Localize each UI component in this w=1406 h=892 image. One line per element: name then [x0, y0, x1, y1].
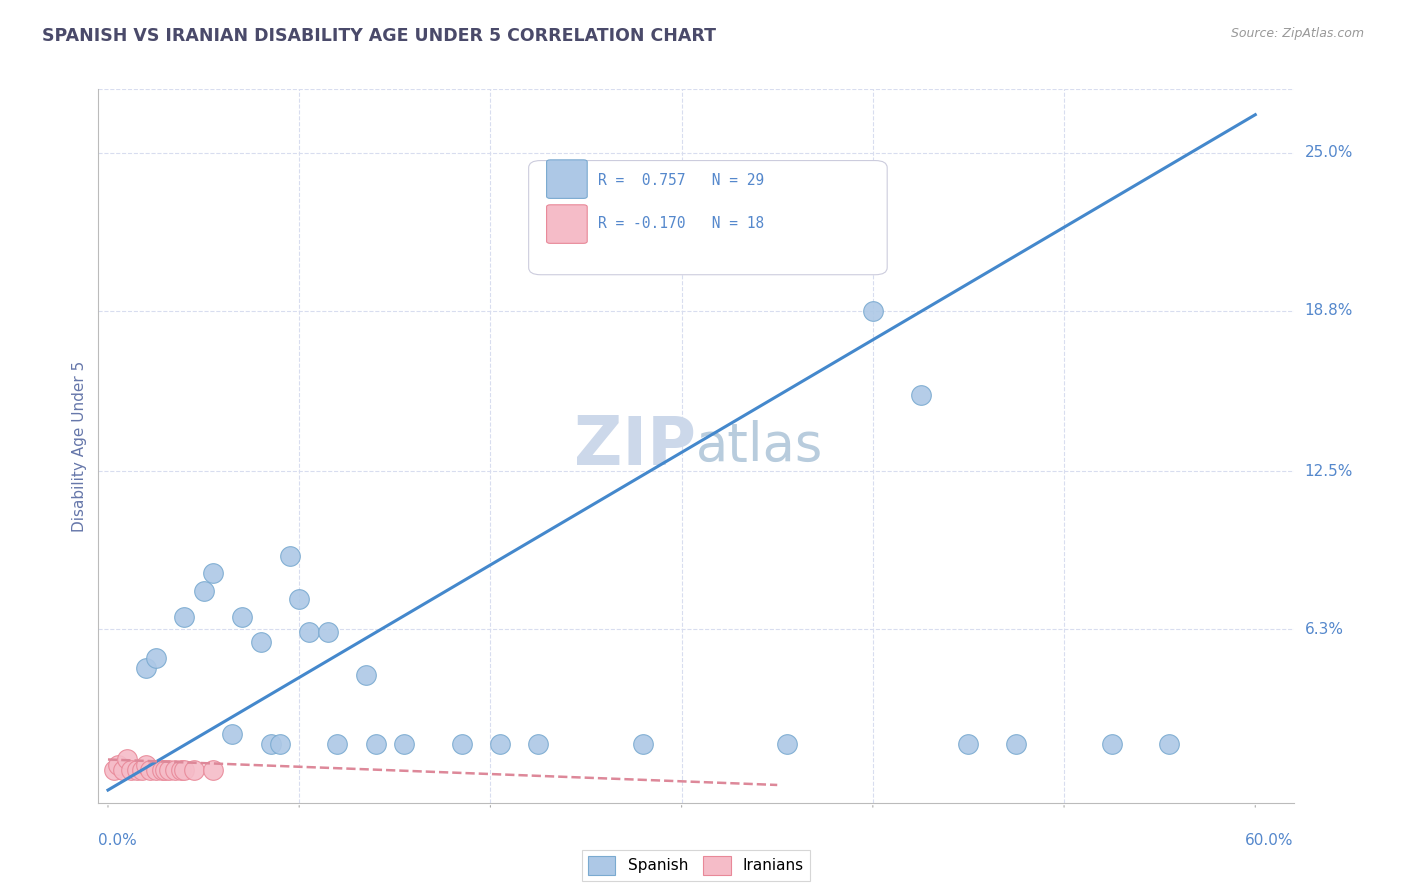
Point [1159, 737, 1181, 751]
Point [364, 737, 387, 751]
FancyBboxPatch shape [547, 160, 588, 198]
Point [269, 737, 291, 751]
Legend: Spanish, Iranians: Spanish, Iranians [582, 850, 810, 880]
Point [288, 591, 311, 606]
Point [633, 737, 655, 751]
Point [131, 763, 153, 777]
Point [221, 727, 243, 741]
Point [250, 635, 273, 649]
FancyBboxPatch shape [529, 161, 887, 275]
Point [231, 609, 253, 624]
Text: SPANISH VS IRANIAN DISABILITY AGE UNDER 5 CORRELATION CHART: SPANISH VS IRANIAN DISABILITY AGE UNDER … [42, 27, 716, 45]
Point [112, 763, 135, 777]
Point [145, 763, 167, 777]
Text: 18.8%: 18.8% [1305, 303, 1353, 318]
Point [135, 757, 157, 772]
Point [450, 737, 472, 751]
Point [259, 737, 281, 751]
Point [316, 625, 339, 640]
Point [135, 661, 157, 675]
Point [115, 752, 138, 766]
Point [150, 763, 173, 777]
Text: 60.0%: 60.0% [1246, 833, 1294, 848]
Point [910, 388, 932, 402]
Text: ZIP: ZIP [574, 413, 696, 479]
Point [125, 763, 148, 777]
Point [202, 763, 225, 777]
Point [326, 737, 349, 751]
Point [169, 763, 191, 777]
Text: R =  0.757   N = 29: R = 0.757 N = 29 [598, 173, 765, 188]
Point [298, 625, 321, 640]
Point [103, 763, 125, 777]
Point [202, 566, 225, 581]
Point [173, 609, 195, 624]
Point [1005, 737, 1028, 751]
Point [120, 763, 142, 777]
Point [776, 737, 799, 751]
Text: 12.5%: 12.5% [1305, 464, 1353, 479]
Point [1101, 737, 1123, 751]
Point [145, 650, 167, 665]
Point [354, 668, 377, 682]
Point [163, 763, 186, 777]
Point [527, 737, 550, 751]
Point [278, 549, 301, 563]
Point [193, 584, 215, 599]
Point [157, 763, 180, 777]
Point [489, 737, 512, 751]
FancyBboxPatch shape [547, 205, 588, 244]
Point [957, 737, 980, 751]
Point [139, 763, 162, 777]
Text: 6.3%: 6.3% [1305, 622, 1344, 637]
Y-axis label: Disability Age Under 5: Disability Age Under 5 [72, 360, 87, 532]
Point [107, 757, 129, 772]
Text: R = -0.170   N = 18: R = -0.170 N = 18 [598, 216, 765, 231]
Text: 25.0%: 25.0% [1305, 145, 1353, 161]
Point [183, 763, 205, 777]
Point [862, 304, 884, 318]
Text: 0.0%: 0.0% [98, 833, 138, 848]
Point [394, 737, 416, 751]
Point [173, 763, 195, 777]
Text: Source: ZipAtlas.com: Source: ZipAtlas.com [1230, 27, 1364, 40]
Point [155, 763, 177, 777]
Text: atlas: atlas [696, 420, 824, 472]
